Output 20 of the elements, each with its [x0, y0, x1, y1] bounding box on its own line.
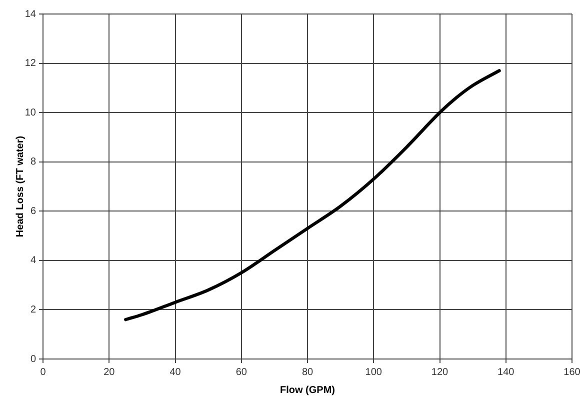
x-tick-label: 160 [564, 366, 581, 378]
y-tick-label: 14 [24, 8, 36, 20]
line-series [124, 69, 501, 322]
y-tick-label: 2 [30, 304, 36, 316]
y-tick-label: 12 [24, 58, 36, 70]
y-tick-label: 4 [30, 255, 36, 266]
x-axis-title: Flow (GPM) [280, 384, 335, 396]
x-tick-label: 80 [302, 366, 314, 378]
x-tick-label: 0 [40, 366, 46, 378]
y-tick-label: 10 [24, 107, 36, 118]
y-tick-label: 0 [30, 354, 36, 365]
x-tick-label: 20 [104, 366, 116, 378]
y-tick-label: 6 [30, 206, 36, 217]
x-tick-label: 40 [170, 366, 182, 378]
y-tick-label: 8 [30, 156, 36, 168]
y-axis-title: Head Loss (FT water) [14, 136, 26, 238]
x-tick-label: 100 [365, 366, 382, 378]
x-tick-label: 140 [498, 366, 515, 378]
x-tick-label: 60 [236, 366, 248, 378]
x-tick-label: 120 [431, 366, 449, 378]
